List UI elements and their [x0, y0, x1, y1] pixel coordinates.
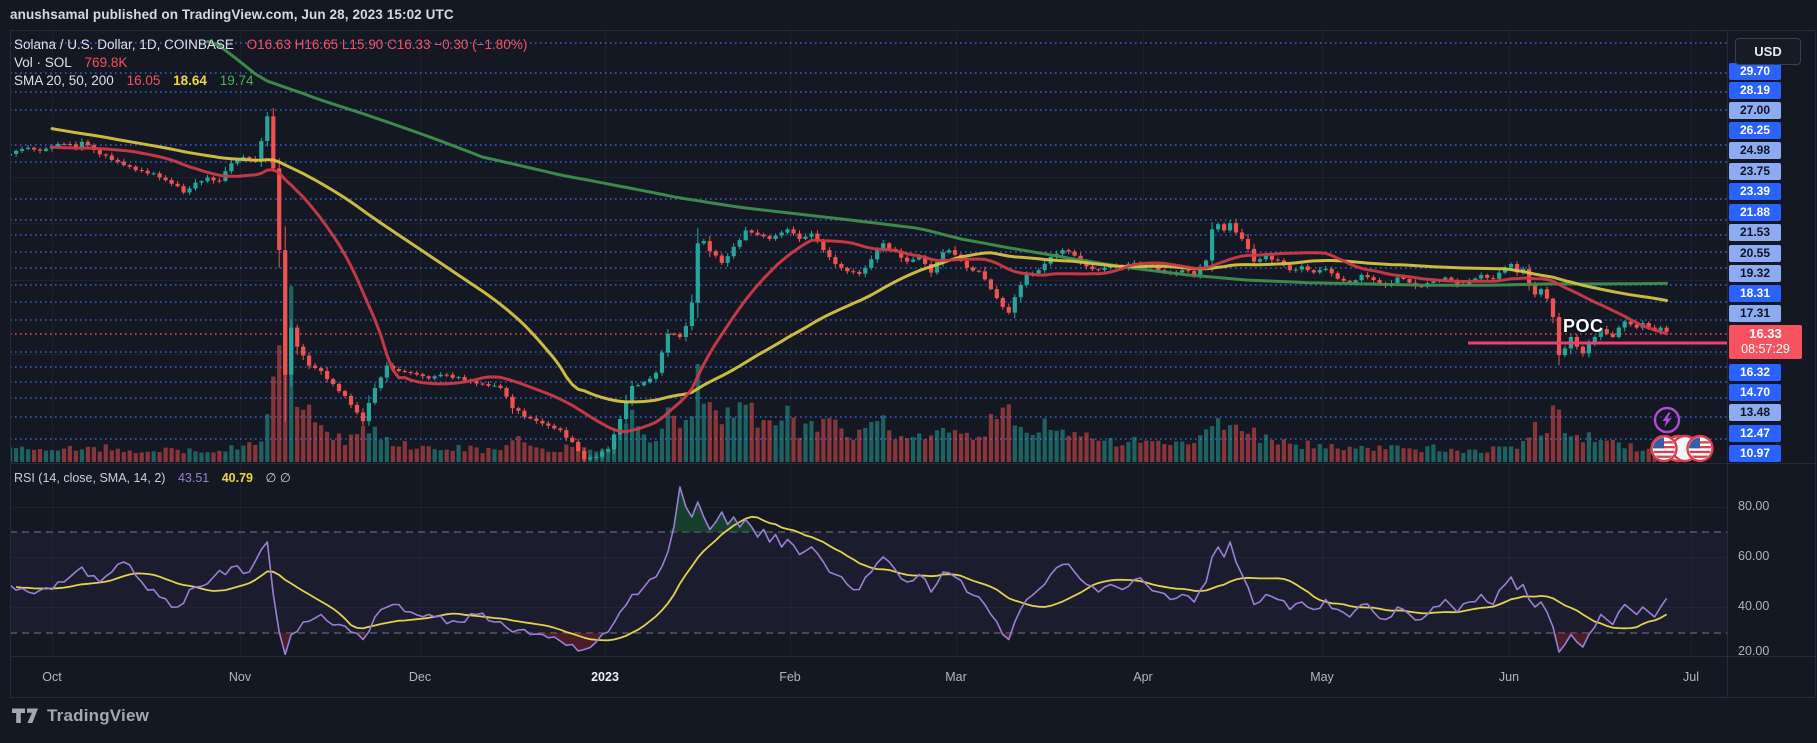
- rsi-value: 43.51: [177, 471, 210, 485]
- price-scale-label: 23.39: [1729, 182, 1781, 200]
- price-scale-label: 14.70: [1729, 383, 1781, 401]
- bar-countdown: 08:57:29: [1741, 342, 1790, 356]
- price-scale-label: 27.00: [1729, 101, 1781, 119]
- price-scale-label: 13.48: [1729, 403, 1781, 421]
- time-axis-label: 2023: [591, 670, 619, 684]
- time-axis-label: Oct: [42, 670, 62, 684]
- time-axis-label: Nov: [228, 670, 252, 684]
- sma-legend[interactable]: SMA 20, 50, 200 16.05 18.64 19.74: [14, 73, 254, 88]
- symbol-title[interactable]: Solana / U.S. Dollar, 1D, COINBASE: [14, 37, 234, 52]
- price-scale-label: 23.75: [1729, 162, 1781, 180]
- rsi-scale-label: 60.00: [1738, 549, 1770, 563]
- rsi-sma-value: 40.79: [221, 471, 253, 485]
- time-axis-label: Dec: [408, 670, 432, 684]
- price-scale-label: 29.70: [1729, 62, 1781, 80]
- price-scale-label: 26.25: [1729, 121, 1781, 139]
- price-scale-label: 16.32: [1729, 363, 1781, 381]
- rsi-scale-label: 20.00: [1738, 644, 1770, 658]
- currency-toggle-button[interactable]: USD: [1735, 38, 1801, 65]
- sma200-value: 19.74: [219, 73, 254, 88]
- price-scale-label: 10.97: [1729, 444, 1781, 462]
- rsi-legend[interactable]: RSI (14, close, SMA, 14, 2) 43.51 40.79 …: [14, 470, 291, 485]
- time-axis-label: Mar: [945, 670, 967, 684]
- ohlc-values: O16.63 H16.65 L15.90 C16.33 −0.30 (−1.80…: [246, 37, 528, 52]
- time-axis-label: Jun: [1498, 670, 1520, 684]
- price-scale-label: 21.88: [1729, 203, 1781, 221]
- price-scale-label: 17.31: [1729, 304, 1781, 322]
- time-axis-label: May: [1310, 670, 1334, 684]
- volume-legend-label[interactable]: Vol · SOL: [14, 55, 72, 70]
- rsi-legend-label[interactable]: RSI (14, close, SMA, 14, 2): [14, 471, 166, 485]
- volume-value: 769.8K: [84, 55, 128, 70]
- rsi-scale-label: 80.00: [1738, 499, 1770, 513]
- idea-lightning-icon[interactable]: [1652, 405, 1682, 440]
- time-axis-label: Apr: [1133, 670, 1153, 684]
- price-scale-label: 28.19: [1729, 81, 1781, 99]
- tradingview-logo-mark: [12, 708, 38, 723]
- sma-legend-label[interactable]: SMA 20, 50, 200: [14, 73, 114, 88]
- symbol-legend[interactable]: Solana / U.S. Dollar, 1D, COINBASE O16.6…: [14, 37, 527, 52]
- tradingview-logo[interactable]: TradingView: [12, 706, 149, 726]
- rsi-scale-label: 40.00: [1738, 599, 1770, 613]
- poc-drawing-label[interactable]: POC: [1563, 316, 1604, 336]
- us-flag-coin-right: [1686, 434, 1714, 463]
- publish-header: anushsamal published on TradingView.com,…: [10, 7, 454, 22]
- price-scale-label: 24.98: [1729, 141, 1781, 159]
- rsi-empty-values: ∅ ∅: [265, 471, 291, 485]
- price-scale-label: 12.47: [1729, 424, 1781, 442]
- sma20-value: 16.05: [126, 73, 161, 88]
- us-flag-coin-left: [1650, 434, 1678, 463]
- price-scale-label: 20.55: [1729, 244, 1781, 262]
- price-scale-label: 21.53: [1729, 223, 1781, 241]
- price-scale-label: 18.31: [1729, 284, 1781, 302]
- price-scale-label: 19.32: [1729, 264, 1781, 282]
- sma50-value: 18.64: [173, 73, 207, 88]
- tradingview-logo-text: TradingView: [47, 706, 150, 725]
- last-price-label: 16.33 08:57:29: [1729, 325, 1802, 359]
- last-price-value: 16.33: [1749, 326, 1782, 341]
- time-axis-label: Feb: [779, 670, 801, 684]
- time-axis-label: Jul: [1683, 670, 1699, 684]
- us-economic-event-icons[interactable]: [1648, 433, 1716, 469]
- volume-legend[interactable]: Vol · SOL 769.8K: [14, 55, 127, 70]
